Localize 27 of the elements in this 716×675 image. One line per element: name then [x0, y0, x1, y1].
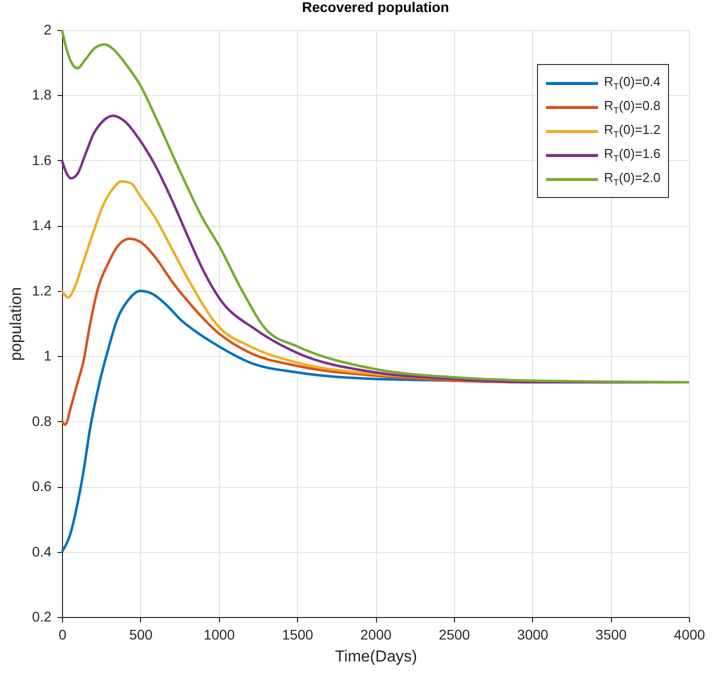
x-tick-label: 500 [129, 626, 153, 642]
x-tick-label: 1000 [204, 626, 236, 642]
legend-label: R$_{T}$(0)=1.6 [604, 146, 660, 164]
legend-label: R$_{T}$(0)=0.4 [604, 74, 660, 92]
y-tick-label: 0.2 [32, 608, 52, 624]
x-tick-label: 4000 [674, 626, 706, 642]
legend-label: R$_{T}$(0)=1.2 [604, 122, 660, 140]
x-tick-label: 0 [58, 626, 67, 642]
x-tick-label: 1500 [282, 626, 314, 642]
y-tick-label: 1 [44, 348, 52, 364]
y-axis-title: population [8, 287, 26, 361]
y-tick-label: 1.2 [32, 282, 52, 298]
legend-label: R$_{T}$(0)=2.0 [604, 170, 660, 188]
y-tick-label: 0.4 [32, 543, 52, 560]
y-tick-label: 1.8 [32, 86, 52, 103]
chart-title: Recovered population [302, 0, 450, 15]
x-tick-label: 2000 [360, 626, 392, 642]
y-tick-label: 0.6 [32, 478, 52, 494]
x-tick-label: 3500 [596, 626, 627, 642]
x-tick-label: 3000 [517, 626, 549, 642]
y-tick-label: 1.4 [32, 217, 52, 234]
y-tick-label: 0.8 [32, 412, 52, 429]
y-tick-label: 1.6 [32, 152, 52, 168]
legend-label: R$_{T}$(0)=0.8 [604, 98, 660, 116]
x-axis-title: Time(Days) [334, 648, 418, 666]
x-tick-label: 2500 [438, 626, 470, 642]
y-tick-label: 2 [44, 22, 52, 38]
